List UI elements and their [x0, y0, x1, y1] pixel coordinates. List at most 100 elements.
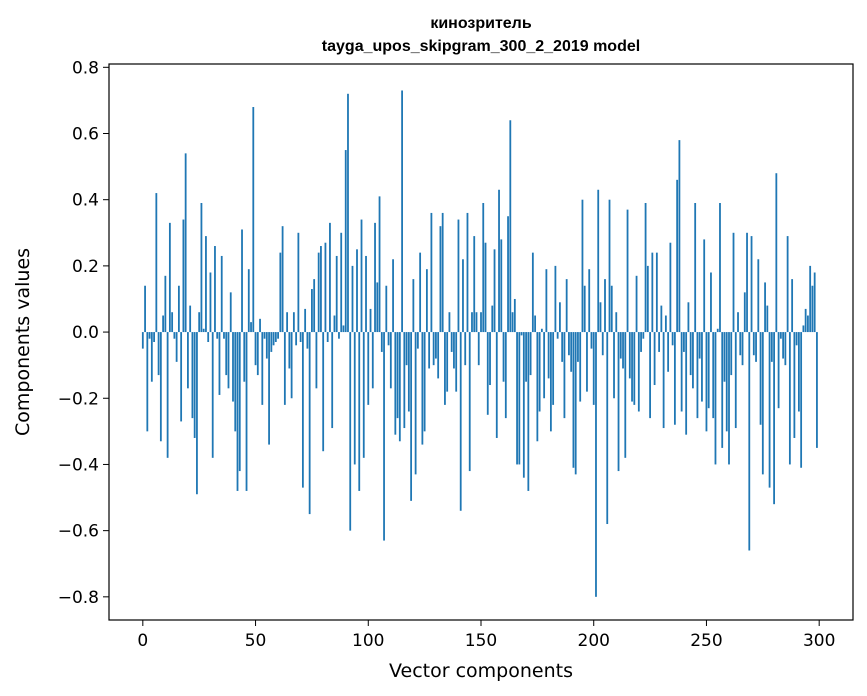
bar: [592, 332, 595, 405]
bar: [667, 332, 670, 372]
bar: [159, 332, 162, 442]
bar: [475, 312, 478, 333]
bar: [243, 332, 246, 382]
bar: [196, 332, 198, 495]
bar: [245, 332, 248, 491]
bar: [396, 332, 399, 419]
bar: [207, 332, 210, 342]
bar: [590, 332, 593, 349]
bar: [673, 332, 676, 425]
bar: [538, 332, 541, 412]
bar: [256, 332, 259, 376]
bar: [574, 332, 577, 475]
x-tick-label: 300: [803, 631, 835, 651]
bar: [502, 332, 505, 382]
bar: [401, 90, 403, 333]
y-tick-label: 0.6: [72, 125, 99, 145]
bar: [263, 332, 266, 339]
bar: [394, 332, 397, 435]
x-axis-ticks: 0 50 100 150 200 250 300: [137, 620, 835, 651]
bar: [579, 332, 582, 402]
bar: [193, 332, 196, 438]
bar: [703, 239, 706, 333]
bar: [595, 332, 597, 597]
bar: [606, 332, 609, 525]
bar: [784, 332, 787, 366]
x-tick-label: 200: [578, 631, 610, 651]
bar: [227, 332, 230, 389]
bar: [250, 322, 252, 333]
bar: [324, 242, 327, 333]
bar: [198, 312, 201, 333]
bar: [150, 332, 153, 382]
bar: [333, 315, 336, 333]
bar: [797, 332, 800, 412]
bar: [568, 332, 570, 356]
bar: [795, 332, 798, 346]
bar: [211, 332, 214, 458]
bar: [741, 332, 744, 366]
bar: [644, 203, 647, 333]
bar: [421, 332, 424, 445]
x-tick-label: 0: [137, 631, 148, 651]
bar: [202, 328, 205, 333]
bar: [583, 285, 586, 333]
bar: [459, 332, 462, 511]
bar: [696, 332, 699, 419]
bar: [653, 332, 656, 386]
bar: [669, 242, 672, 333]
bar: [216, 332, 219, 339]
bar: [545, 269, 548, 333]
y-tick-label: 0.0: [72, 323, 99, 343]
bar: [358, 332, 361, 491]
bar: [802, 325, 805, 333]
bar: [493, 249, 496, 333]
bar: [320, 246, 322, 333]
bar: [462, 259, 464, 333]
bar: [816, 332, 818, 448]
bar: [286, 312, 289, 333]
bar: [385, 285, 388, 333]
bar: [678, 140, 681, 333]
bar: [628, 332, 631, 379]
bar: [552, 332, 555, 405]
bar: [707, 332, 710, 409]
bar: [811, 285, 814, 333]
bar: [259, 318, 261, 333]
bar: [764, 282, 766, 333]
bar: [457, 219, 460, 333]
bar: [369, 308, 372, 333]
bar: [689, 332, 692, 376]
y-tick-label: 0.4: [72, 191, 99, 211]
bar: [586, 332, 588, 392]
bar: [770, 332, 773, 362]
bar: [649, 332, 651, 419]
bar: [619, 332, 622, 359]
bar: [804, 308, 807, 333]
bar: [229, 292, 232, 333]
bar: [498, 189, 500, 333]
bar: [581, 199, 584, 333]
bar: [153, 332, 155, 342]
bar: [484, 242, 487, 333]
bar: [270, 332, 273, 352]
bar: [191, 332, 194, 419]
bar: [453, 332, 455, 369]
bar: [288, 332, 291, 369]
bar: [297, 232, 300, 333]
bar: [664, 315, 667, 333]
bar: [577, 332, 579, 362]
bar: [205, 236, 207, 333]
bar: [342, 325, 345, 333]
bar: [155, 193, 158, 333]
bar: [425, 269, 428, 333]
bar: [171, 312, 174, 333]
bar: [543, 332, 546, 399]
bar: [398, 332, 401, 442]
bar: [739, 332, 742, 356]
bar: [755, 332, 757, 362]
x-tick-label: 250: [690, 631, 722, 651]
bar: [471, 312, 473, 333]
bar: [175, 332, 178, 362]
bar: [549, 332, 552, 432]
